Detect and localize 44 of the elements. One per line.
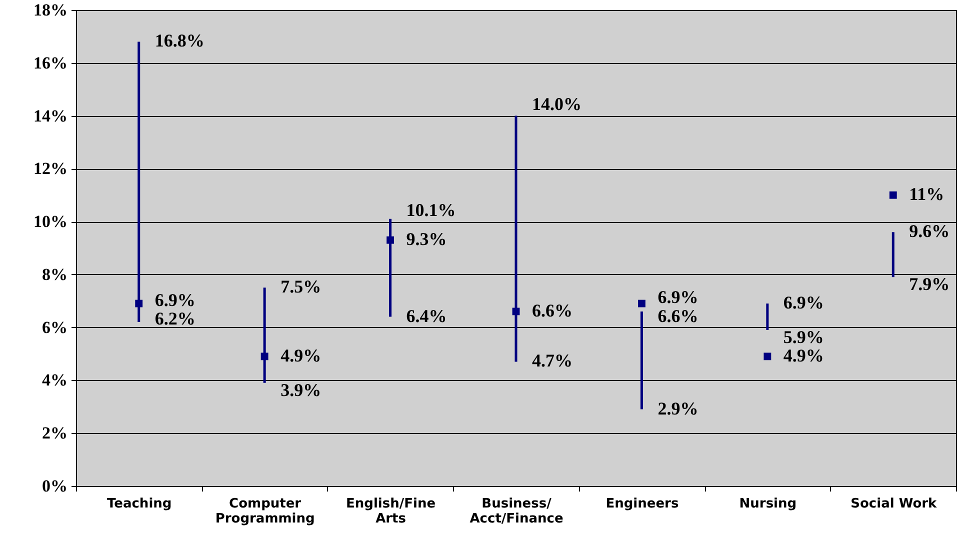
annotation: 11% [909, 184, 944, 204]
annotation: 7.9% [909, 274, 950, 294]
point [638, 300, 646, 308]
annotation: 9.6% [909, 221, 950, 242]
annotation: 5.9% [783, 326, 824, 347]
y-tick-label: 8% [42, 264, 68, 284]
x-tick-label: Engineers [606, 496, 679, 512]
annotation: 16.8% [154, 30, 204, 51]
y-tick-label: 0% [42, 476, 68, 496]
annotation: 3.9% [280, 380, 322, 400]
annotation: 4.7% [532, 350, 572, 371]
y-tick-label: 4% [42, 370, 68, 390]
point [135, 300, 143, 308]
y-tick-label: 2% [42, 424, 68, 443]
x-tick-label: Business/ Acct/Finance [470, 496, 564, 526]
x-tick-label: Social Work [850, 496, 938, 512]
annotation: 6.9% [783, 292, 824, 313]
y-tick-label: 16% [34, 53, 68, 72]
annotation: 6.9% [154, 290, 196, 310]
annotation: 10.1% [406, 200, 456, 220]
y-tick-label: 10% [34, 212, 68, 232]
annotation: 6.4% [406, 306, 447, 326]
annotation: 4.9% [280, 345, 322, 366]
point [260, 352, 268, 360]
annotation: 9.3% [406, 229, 447, 250]
annotation: 14.0% [532, 94, 582, 114]
annotation: 6.6% [658, 306, 698, 326]
x-tick-label: English/Fine Arts [346, 496, 436, 526]
x-tick-label: Computer Programming [215, 496, 315, 526]
point [889, 191, 897, 199]
point [764, 352, 772, 360]
y-tick-label: 6% [42, 318, 68, 337]
x-tick-label: Nursing [739, 496, 797, 512]
annotation: 6.9% [658, 287, 698, 308]
point [386, 236, 394, 244]
x-tick-label: Teaching [107, 496, 172, 512]
annotation: 7.5% [280, 276, 322, 297]
annotation: 6.6% [532, 300, 572, 320]
annotation: 6.2% [154, 308, 196, 328]
y-tick-label: 14% [34, 106, 68, 126]
y-tick-label: 18% [34, 0, 68, 20]
annotation: 4.9% [783, 345, 824, 366]
annotation: 2.9% [658, 398, 698, 418]
y-tick-label: 12% [34, 159, 68, 178]
